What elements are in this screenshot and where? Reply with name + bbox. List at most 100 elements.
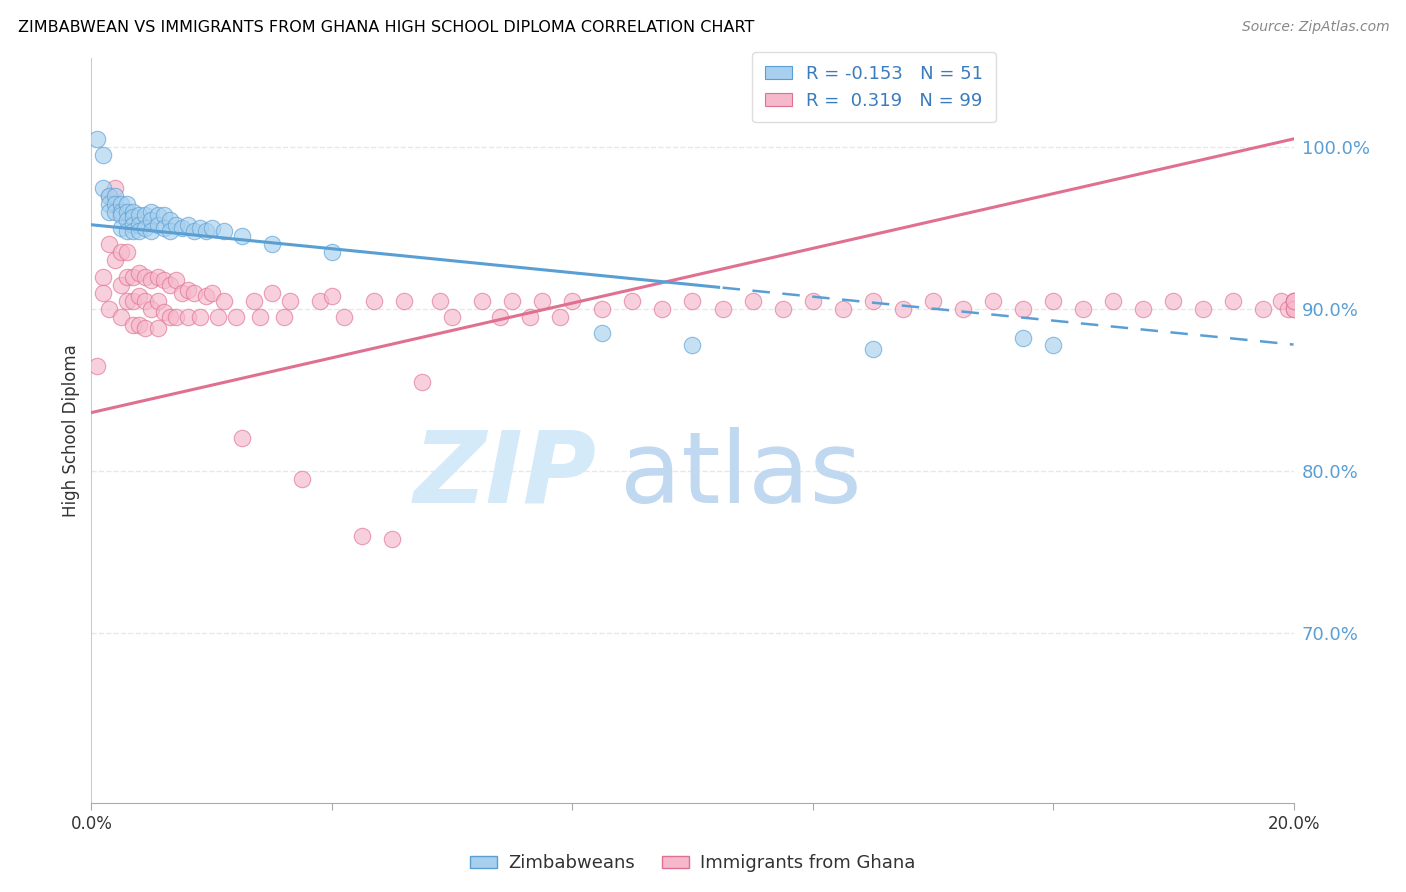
Point	[489, 310, 512, 324]
Y-axis label: High School Diploma: High School Diploma	[62, 344, 80, 516]
Point	[146, 321, 169, 335]
Point	[278, 293, 301, 308]
Point	[128, 266, 150, 280]
Point	[98, 237, 121, 252]
Point	[1253, 301, 1275, 316]
Point	[110, 208, 132, 222]
Point	[170, 221, 193, 235]
Point	[772, 301, 794, 316]
Point	[801, 293, 824, 308]
Point	[104, 196, 127, 211]
Text: ZIMBABWEAN VS IMMIGRANTS FROM GHANA HIGH SCHOOL DIPLOMA CORRELATION CHART: ZIMBABWEAN VS IMMIGRANTS FROM GHANA HIGH…	[18, 20, 755, 35]
Point	[159, 224, 181, 238]
Point	[104, 180, 127, 194]
Point	[159, 277, 181, 292]
Point	[260, 285, 283, 300]
Point	[1277, 301, 1299, 316]
Point	[1012, 331, 1035, 345]
Point	[117, 213, 139, 227]
Point	[681, 293, 703, 308]
Point	[519, 310, 541, 324]
Point	[159, 310, 181, 324]
Point	[681, 337, 703, 351]
Point	[93, 180, 115, 194]
Point	[122, 224, 145, 238]
Point	[104, 204, 127, 219]
Point	[1102, 293, 1125, 308]
Point	[981, 293, 1004, 308]
Point	[1012, 301, 1035, 316]
Point	[440, 310, 463, 324]
Point	[146, 208, 169, 222]
Point	[350, 528, 373, 542]
Point	[117, 204, 139, 219]
Point	[321, 289, 343, 303]
Point	[1071, 301, 1094, 316]
Point	[548, 310, 571, 324]
Point	[146, 293, 169, 308]
Point	[273, 310, 295, 324]
Point	[141, 273, 163, 287]
Point	[741, 293, 763, 308]
Point	[183, 285, 205, 300]
Point	[176, 310, 198, 324]
Point	[183, 224, 205, 238]
Point	[201, 221, 224, 235]
Point	[501, 293, 523, 308]
Point	[952, 301, 974, 316]
Point	[134, 269, 156, 284]
Point	[141, 301, 163, 316]
Point	[531, 293, 554, 308]
Point	[165, 273, 187, 287]
Point	[117, 245, 139, 260]
Point	[128, 224, 150, 238]
Point	[170, 285, 193, 300]
Point	[194, 224, 217, 238]
Point	[176, 283, 198, 297]
Point	[231, 229, 253, 244]
Point	[1282, 301, 1305, 316]
Point	[651, 301, 673, 316]
Point	[429, 293, 451, 308]
Point	[93, 148, 115, 162]
Point	[110, 204, 132, 219]
Point	[165, 310, 187, 324]
Point	[207, 310, 229, 324]
Point	[122, 293, 145, 308]
Point	[1042, 293, 1064, 308]
Point	[165, 218, 187, 232]
Point	[98, 301, 121, 316]
Point	[561, 293, 583, 308]
Point	[1042, 337, 1064, 351]
Point	[891, 301, 914, 316]
Point	[1282, 293, 1305, 308]
Point	[159, 213, 181, 227]
Point	[862, 343, 884, 357]
Point	[831, 301, 853, 316]
Point	[1270, 293, 1292, 308]
Point	[152, 305, 174, 319]
Point	[621, 293, 644, 308]
Text: Source: ZipAtlas.com: Source: ZipAtlas.com	[1241, 20, 1389, 34]
Point	[117, 269, 139, 284]
Point	[411, 375, 433, 389]
Point	[922, 293, 945, 308]
Point	[93, 269, 115, 284]
Point	[152, 221, 174, 235]
Point	[146, 218, 169, 232]
Point	[104, 253, 127, 268]
Point	[212, 224, 235, 238]
Point	[141, 204, 163, 219]
Point	[122, 269, 145, 284]
Point	[194, 289, 217, 303]
Point	[1132, 301, 1154, 316]
Point	[134, 321, 156, 335]
Point	[110, 310, 132, 324]
Point	[117, 196, 139, 211]
Point	[110, 196, 132, 211]
Legend: Zimbabweans, Immigrants from Ghana: Zimbabweans, Immigrants from Ghana	[463, 847, 922, 880]
Point	[110, 245, 132, 260]
Point	[1282, 293, 1305, 308]
Point	[152, 208, 174, 222]
Point	[141, 213, 163, 227]
